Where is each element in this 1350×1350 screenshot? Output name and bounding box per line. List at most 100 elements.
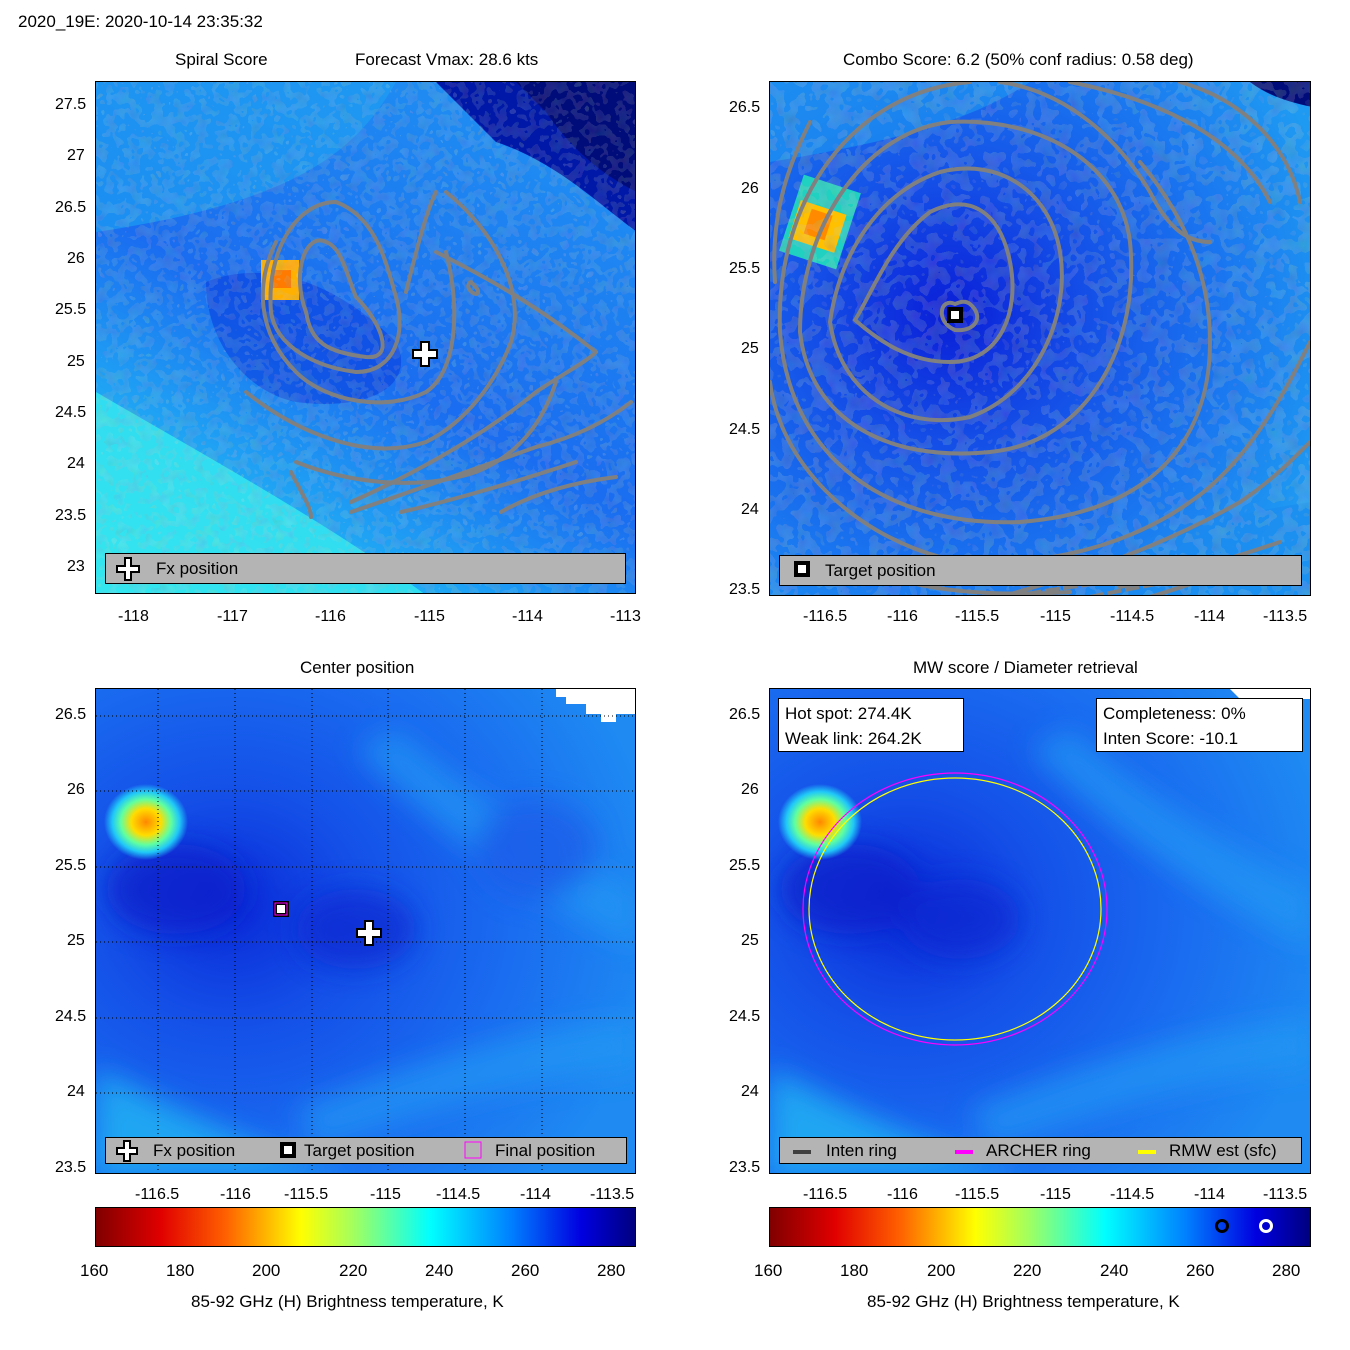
- legend-final-label: Final position: [495, 1141, 596, 1160]
- final-position-marker: [274, 902, 288, 916]
- combo-title: Combo Score: 6.2 (50% conf radius: 0.58 …: [843, 50, 1194, 69]
- legend-target-label: Target position: [304, 1141, 415, 1160]
- xtick: -114: [520, 1186, 551, 1203]
- legend-archer-label: ARCHER ring: [986, 1141, 1091, 1160]
- cbar-tick: 240: [1100, 1261, 1129, 1280]
- cbar-tick: 200: [927, 1261, 956, 1280]
- colorbar-label-right: 85-92 GHz (H) Brightness temperature, K: [867, 1292, 1180, 1311]
- xtick: -115.5: [284, 1186, 329, 1203]
- cbar-tick: 160: [80, 1261, 109, 1280]
- xtick: -116: [220, 1186, 251, 1203]
- center-legend: Fx position Target position Final positi…: [105, 1137, 627, 1164]
- spiral-title: Spiral Score: [175, 50, 268, 69]
- target-position-icon: [280, 1142, 296, 1158]
- xtick: -113.5: [590, 1186, 635, 1203]
- xtick: -116.5: [803, 608, 848, 625]
- legend-fx-label: Fx position: [156, 559, 239, 578]
- colorbar-label-left: 85-92 GHz (H) Brightness temperature, K: [191, 1292, 504, 1311]
- cbar-tick: 260: [511, 1261, 540, 1280]
- xtick: -114.5: [436, 1186, 481, 1203]
- xtick: -116.5: [803, 1186, 848, 1203]
- ytick: 25.5: [729, 857, 761, 874]
- ytick: 23.5: [729, 581, 761, 598]
- hot-spot-text: Hot spot: 274.4K: [785, 704, 912, 723]
- xtick: -115.5: [955, 1186, 1000, 1203]
- xtick: -114: [1194, 608, 1225, 625]
- ytick: 24: [741, 1083, 759, 1100]
- cbar-tick: 280: [597, 1261, 626, 1280]
- cbar-tick: 160: [754, 1261, 783, 1280]
- mw-score-plot: Hot spot: 274.4K Weak link: 264.2K Compl…: [769, 688, 1311, 1174]
- hot-spot-marker: [1259, 1219, 1273, 1233]
- legend-rmw-label: RMW est (sfc): [1169, 1141, 1277, 1160]
- xtick: -114: [512, 608, 543, 625]
- ytick: 26: [741, 781, 759, 798]
- combo-score-plot: Target position: [769, 81, 1311, 596]
- mw-title: MW score / Diameter retrieval: [913, 658, 1138, 677]
- contours: [244, 190, 633, 519]
- ytick: 25: [741, 340, 759, 357]
- xtick: -115: [1040, 608, 1071, 625]
- ytick: 23.5: [729, 1159, 761, 1176]
- xtick: -115: [1040, 1186, 1071, 1203]
- ytick: 25.5: [55, 857, 87, 874]
- cbar-tick: 200: [252, 1261, 281, 1280]
- ytick: 25.5: [729, 260, 761, 277]
- colorbar-right: [769, 1207, 1311, 1247]
- ytick: 27.5: [55, 96, 87, 113]
- ytick: 23.5: [55, 507, 87, 524]
- ytick: 25: [67, 932, 85, 949]
- xtick: -118: [118, 608, 149, 625]
- inten-score-text: Inten Score: -10.1: [1103, 729, 1239, 748]
- rmw-ring-icon: [1138, 1150, 1156, 1154]
- spiral-legend: Fx position: [105, 553, 626, 584]
- cbar-tick: 280: [1272, 1261, 1301, 1280]
- ytick: 24.5: [729, 1008, 761, 1025]
- ytick: 24: [741, 501, 759, 518]
- xtick: -113.5: [1263, 1186, 1308, 1203]
- ytick: 24.5: [55, 404, 87, 421]
- legend-target-label: Target position: [825, 561, 936, 580]
- hot-spot: [104, 784, 188, 860]
- xtick: -116: [887, 1186, 918, 1203]
- forecast-vmax: Forecast Vmax: 28.6 kts: [355, 50, 539, 69]
- ytick: 24: [67, 1083, 85, 1100]
- weak-link-text: Weak link: 264.2K: [785, 729, 922, 748]
- missing-data: [556, 689, 635, 722]
- spiral-score-plot: Fx position: [95, 81, 636, 594]
- xtick: -117: [217, 608, 248, 625]
- ytick: 26: [741, 180, 759, 197]
- xtick: -116.5: [135, 1186, 180, 1203]
- fx-position-icon: [116, 557, 140, 581]
- ytick: 23.5: [55, 1159, 87, 1176]
- legend-inten-label: Inten ring: [826, 1141, 897, 1160]
- ytick: 26: [67, 250, 85, 267]
- fx-position-icon: [116, 1140, 138, 1162]
- xtick: -113.5: [1263, 608, 1308, 625]
- contours: [770, 82, 1310, 595]
- ytick: 26.5: [729, 99, 761, 116]
- ytick: 27: [67, 147, 85, 164]
- colorbar-left: [95, 1207, 636, 1247]
- xtick: -114.5: [1110, 1186, 1155, 1203]
- xtick: -116: [315, 608, 346, 625]
- cbar-tick: 220: [1013, 1261, 1042, 1280]
- combo-legend: Target position: [779, 555, 1302, 586]
- ytick: 25: [67, 353, 85, 370]
- xtick: -115: [414, 608, 445, 625]
- cbar-tick: 180: [840, 1261, 869, 1280]
- xtick: -115.5: [955, 608, 1000, 625]
- cbar-tick: 180: [166, 1261, 195, 1280]
- xtick: -114.5: [1110, 608, 1155, 625]
- xtick: -115: [370, 1186, 401, 1203]
- mw-legend: Inten ring ARCHER ring RMW est (sfc): [779, 1137, 1302, 1164]
- hot-spot: [778, 784, 862, 860]
- ytick: 25.5: [55, 301, 87, 318]
- ytick: 23: [67, 558, 85, 575]
- hotspot-info-box: Hot spot: 274.4K Weak link: 264.2K: [778, 698, 964, 752]
- completeness-info-box: Completeness: 0% Inten Score: -10.1: [1096, 698, 1303, 752]
- archer-ring-icon: [955, 1150, 973, 1154]
- ytick: 24: [67, 455, 85, 472]
- center-title: Center position: [300, 658, 415, 677]
- missing-data: [1230, 689, 1310, 699]
